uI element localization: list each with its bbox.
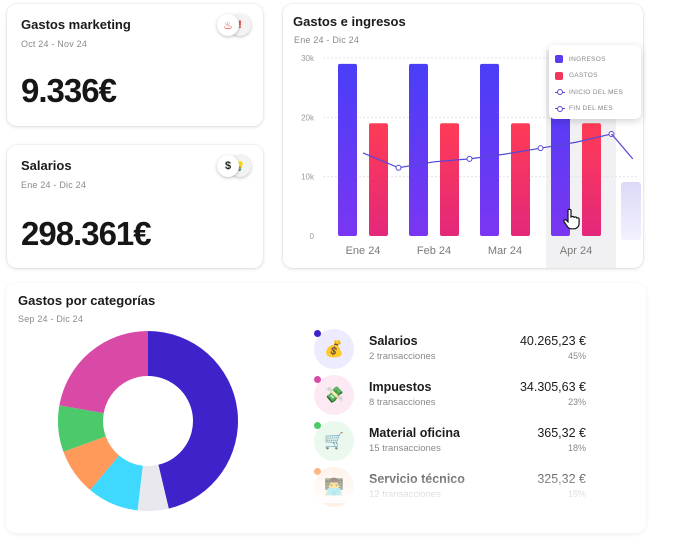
categories-list: 💰 Salarios 2 transacciones 40.265,23 € 4… [312,326,592,510]
category-row[interactable]: 👨‍💻 Servicio técnico 12 transacciones 32… [312,464,592,510]
category-color-dot [314,422,321,429]
x-tick-label: Feb 24 [417,245,451,257]
santander-icon: ♨ [217,14,239,36]
category-amount: 40.265,23 € [519,334,586,348]
y-tick-label: 0 [310,232,315,241]
category-icon: 🛒 [314,421,354,461]
category-amount: 325,32 € [537,472,586,486]
legend-swatch [555,71,563,80]
legend-label: GASTOS [569,72,598,80]
account-icons: ♨ ! [217,14,251,36]
dollar-icon: $ [217,155,239,177]
bar-gastos [582,123,601,236]
card-date-range: Ene 24 - Dic 24 [21,180,87,190]
bar-line-chart: 0 10k 20k 30k Ene 24 Feb 24 Mar 24 Apr 24 [301,50,639,268]
bar-gastos [369,123,388,236]
legend-item-ingresos: INGRESOS [555,51,635,68]
category-color-dot [314,376,321,383]
category-percent: 18% [567,443,586,453]
card-title: Gastos marketing [21,17,131,32]
category-transactions: 12 transacciones [369,489,441,500]
bar-ingresos [338,63,357,236]
legend-label: INICIO DEL MES [569,88,624,96]
category-percent: 15% [567,489,586,499]
line-fin-del-mes [611,133,634,160]
category-percent: 23% [567,397,586,407]
chart-title: Gastos e ingresos [293,14,406,29]
category-percent: 45% [567,351,586,361]
marketing-total: 9.336€ [21,72,117,109]
donut-slice-other-light [137,464,169,511]
category-color-dot [314,468,321,475]
card-title: Salarios [21,158,72,173]
donut-slice-impuestos [59,331,148,414]
category-transactions: 15 transacciones [369,443,441,454]
category-transactions: 2 transacciones [369,351,436,362]
category-transactions: 8 transacciones [369,397,436,408]
category-icon: 💸 [314,375,354,415]
categories-title: Gastos por categorías [18,293,156,308]
y-tick-label: 20k [301,113,315,122]
legend-item-inicio: INICIO DEL MES [555,84,635,101]
categories-donut-chart [57,331,238,511]
legend-line-marker [555,105,565,113]
legend-line-marker [555,88,565,96]
legend-label: FIN DEL MES [569,105,613,113]
donut-slice-servicio-técnico [63,436,120,490]
categories-date-range: Sep 24 - Dic 24 [18,314,84,324]
category-row[interactable]: 🛒 Material oficina 15 transacciones 365,… [312,418,592,464]
donut-slice-other-cyan [90,455,143,511]
category-row[interactable]: 💰 Salarios 2 transacciones 40.265,23 € 4… [312,326,592,372]
chart-date-range: Ene 24 - Dic 24 [294,35,360,45]
card-date-range: Oct 24 - Nov 24 [21,39,88,49]
card-gastos-ingresos: Gastos e ingresos Ene 24 - Dic 24 0 10k 20… [283,4,643,268]
y-tick-label: 30k [301,54,315,63]
line-point [537,145,544,152]
category-name: Impuestos [369,380,432,394]
line-inicio-del-mes [362,133,612,169]
category-amount: 34.305,63 € [519,380,586,394]
legend-item-gastos: GASTOS [555,68,635,85]
card-gastos-marketing[interactable]: Gastos marketing Oct 24 - Nov 24 ♨ ! 9.3… [7,4,263,126]
category-icon: 💰 [314,329,354,369]
salarios-total: 298.361€ [21,215,152,252]
hand-cursor-icon [563,208,580,230]
x-tick-label: Ene 24 [346,245,381,257]
legend-item-fin: FIN DEL MES [555,101,635,118]
bar-gastos [440,123,459,236]
donut-slice-material-oficina [57,405,106,452]
bar-ingresos [409,63,428,236]
bar-gastos [511,123,530,236]
legend-swatch [555,55,563,64]
x-tick-label: Apr 24 [560,245,592,257]
category-name: Servicio técnico [369,472,465,486]
donut-slice-salarios [148,331,238,509]
category-color-dot [314,330,321,337]
chart-legend: INGRESOS GASTOS INICIO DEL MES FIN DEL M… [549,45,641,119]
card-salarios[interactable]: Salarios Ene 24 - Dic 24 $ 💡 298.361€ [7,145,263,268]
category-row[interactable]: 💸 Impuestos 8 transacciones 34.305,63 € … [312,372,592,418]
x-tick-label: Mar 24 [488,245,522,257]
legend-label: INGRESOS [569,55,606,63]
category-name: Salarios [369,334,418,348]
y-tick-label: 10k [301,173,315,182]
bar-ingresos [480,63,499,236]
category-amount: 365,32 € [537,426,586,440]
line-point [466,155,473,162]
account-icons: $ 💡 [217,155,251,177]
category-name: Material oficina [369,426,460,440]
line-point [395,164,402,171]
background-bar-decoration [621,182,641,240]
